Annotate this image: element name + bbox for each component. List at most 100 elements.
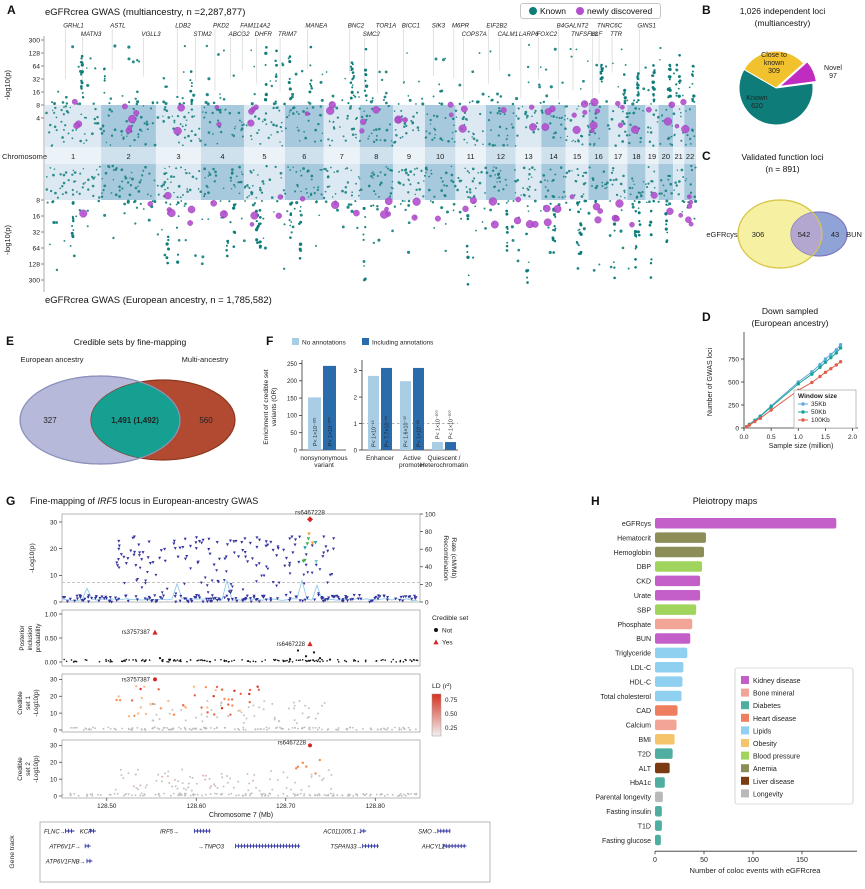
svg-text:VGLL3: VGLL3 [141, 31, 161, 38]
panel-h-label: H [591, 494, 600, 508]
g-title-suffix: locus in European-ancestry GWAS [117, 496, 259, 506]
svg-text:rs3757387: rs3757387 [122, 677, 151, 683]
svg-text:P< 1×10⁻³⁰⁰: P< 1×10⁻³⁰⁰ [448, 410, 455, 439]
svg-text:variants (OR): variants (OR) [271, 388, 278, 427]
svg-text:LDB2: LDB2 [175, 23, 191, 30]
panel-a-label: A [7, 3, 16, 17]
svg-text:-Log10(p): -Log10(p) [33, 689, 40, 716]
svg-text:LDL-C: LDL-C [631, 665, 651, 672]
svg-text:17: 17 [614, 152, 622, 161]
svg-text:LD (r²): LD (r²) [432, 683, 452, 690]
svg-text:Yes: Yes [442, 640, 453, 647]
svg-text:set 2: set 2 [25, 762, 32, 776]
svg-text:0: 0 [735, 426, 739, 433]
svg-text:Heart disease: Heart disease [753, 716, 796, 723]
svg-text:750: 750 [728, 357, 739, 364]
svg-text:Including annotations: Including annotations [372, 340, 434, 347]
panel-f-label: F [266, 334, 274, 348]
svg-text:M6PR: M6PR [452, 23, 470, 30]
svg-text:probability: probability [35, 623, 42, 653]
svg-text:50Kb: 50Kb [811, 409, 827, 416]
svg-text:Urate: Urate [634, 593, 651, 600]
svg-text:Chromosome 7 (Mb): Chromosome 7 (Mb) [209, 812, 273, 819]
svg-text:P< 7.7×10⁻²⁹: P< 7.7×10⁻²⁹ [385, 416, 391, 447]
svg-text:KCP: KCP [80, 829, 92, 835]
locuszoom-stack: 0102030-Log10(p)020406080100Recombinatio… [9, 509, 491, 883]
svg-text:HLF: HLF [591, 31, 604, 38]
svg-text:Fasting insulin: Fasting insulin [606, 809, 651, 816]
novel-legend-dot [576, 7, 584, 15]
svg-text:Not: Not [442, 628, 452, 635]
panel-g-title: Fine-mapping of IRF5 locus in European-a… [30, 496, 258, 506]
svg-text:560: 560 [199, 416, 213, 425]
svg-text:500: 500 [728, 380, 739, 387]
svg-text:Blood pressure: Blood pressure [753, 754, 800, 761]
panel-a-legend: Known newly discovered [520, 3, 662, 19]
svg-text:1.0: 1.0 [794, 434, 803, 441]
svg-text:250: 250 [728, 403, 739, 410]
legend-novel-item: newly discovered [576, 6, 652, 16]
svg-text:16: 16 [594, 152, 602, 161]
svg-text:Gene track: Gene track [9, 835, 16, 869]
svg-text:7: 7 [340, 152, 344, 161]
svg-text:Active: Active [403, 455, 421, 462]
svg-text:8: 8 [36, 103, 40, 110]
svg-text:MATN3: MATN3 [81, 31, 102, 38]
svg-text:1.5: 1.5 [821, 434, 830, 441]
svg-text:Total cholesterol: Total cholesterol [600, 694, 651, 701]
svg-text:300: 300 [29, 278, 41, 285]
svg-text:50: 50 [290, 431, 297, 437]
svg-text:30: 30 [50, 677, 58, 684]
svg-text:250: 250 [287, 362, 298, 368]
svg-text:Liver disease: Liver disease [753, 779, 794, 786]
panel-d-title-2: (European ancestry) [751, 318, 829, 328]
svg-text:SMO→: SMO→ [418, 829, 438, 835]
svg-text:128: 128 [29, 262, 41, 269]
svg-text:SIK3: SIK3 [432, 23, 446, 30]
svg-text:200: 200 [287, 379, 298, 385]
svg-text:ATP6V1FNB→: ATP6V1FNB→ [45, 859, 86, 865]
svg-text:19: 19 [648, 152, 656, 161]
svg-text:European ancestry: European ancestry [21, 355, 84, 364]
svg-text:-Log10(p): -Log10(p) [33, 755, 40, 782]
svg-text:BUN: BUN [846, 230, 862, 239]
pleiotropy-bar-chart: eGFRcys Hematocrit Hemoglobin DBP CKD Urate SB… [595, 518, 857, 875]
svg-text:TNRC6C: TNRC6C [597, 23, 623, 30]
panel-d-label: D [702, 310, 711, 324]
svg-text:ABCG2: ABCG2 [228, 31, 251, 38]
svg-text:IRF5→: IRF5→ [160, 829, 179, 835]
svg-text:22: 22 [686, 152, 694, 161]
svg-text:GRHL1: GRHL1 [63, 23, 84, 30]
svg-text:10: 10 [50, 776, 58, 783]
svg-text:16: 16 [32, 214, 40, 221]
svg-text:Phosphate: Phosphate [618, 622, 652, 629]
svg-text:150: 150 [287, 396, 298, 402]
svg-text:13: 13 [524, 152, 532, 161]
svg-text:BUN: BUN [636, 636, 651, 643]
svg-text:CALM1: CALM1 [497, 31, 518, 38]
svg-text:TOR1A: TOR1A [376, 23, 397, 30]
svg-text:32: 32 [32, 77, 40, 84]
svg-text:327: 327 [43, 416, 57, 425]
svg-text:Longevity: Longevity [753, 791, 783, 798]
svg-text:Enrichment of credible set: Enrichment of credible set [263, 369, 270, 444]
svg-text:EIF2B2: EIF2B2 [486, 23, 507, 30]
svg-text:Credible set: Credible set [432, 615, 468, 622]
svg-text:Chromosome: Chromosome [2, 152, 47, 161]
svg-text:64: 64 [32, 64, 40, 71]
svg-text:30: 30 [50, 743, 58, 750]
svg-text:0: 0 [53, 793, 57, 800]
svg-text:T1D: T1D [638, 823, 651, 830]
svg-text:6: 6 [302, 152, 306, 161]
svg-text:150: 150 [796, 857, 808, 864]
svg-text:60: 60 [425, 547, 433, 554]
svg-text:32: 32 [32, 230, 40, 237]
svg-text:TTR: TTR [610, 31, 623, 38]
svg-text:Credible: Credible [17, 691, 24, 715]
svg-text:100: 100 [425, 511, 436, 518]
svg-text:FAM114A2: FAM114A2 [240, 23, 271, 30]
svg-text:BMI: BMI [639, 737, 652, 744]
svg-text:100Kb: 100Kb [811, 417, 830, 424]
